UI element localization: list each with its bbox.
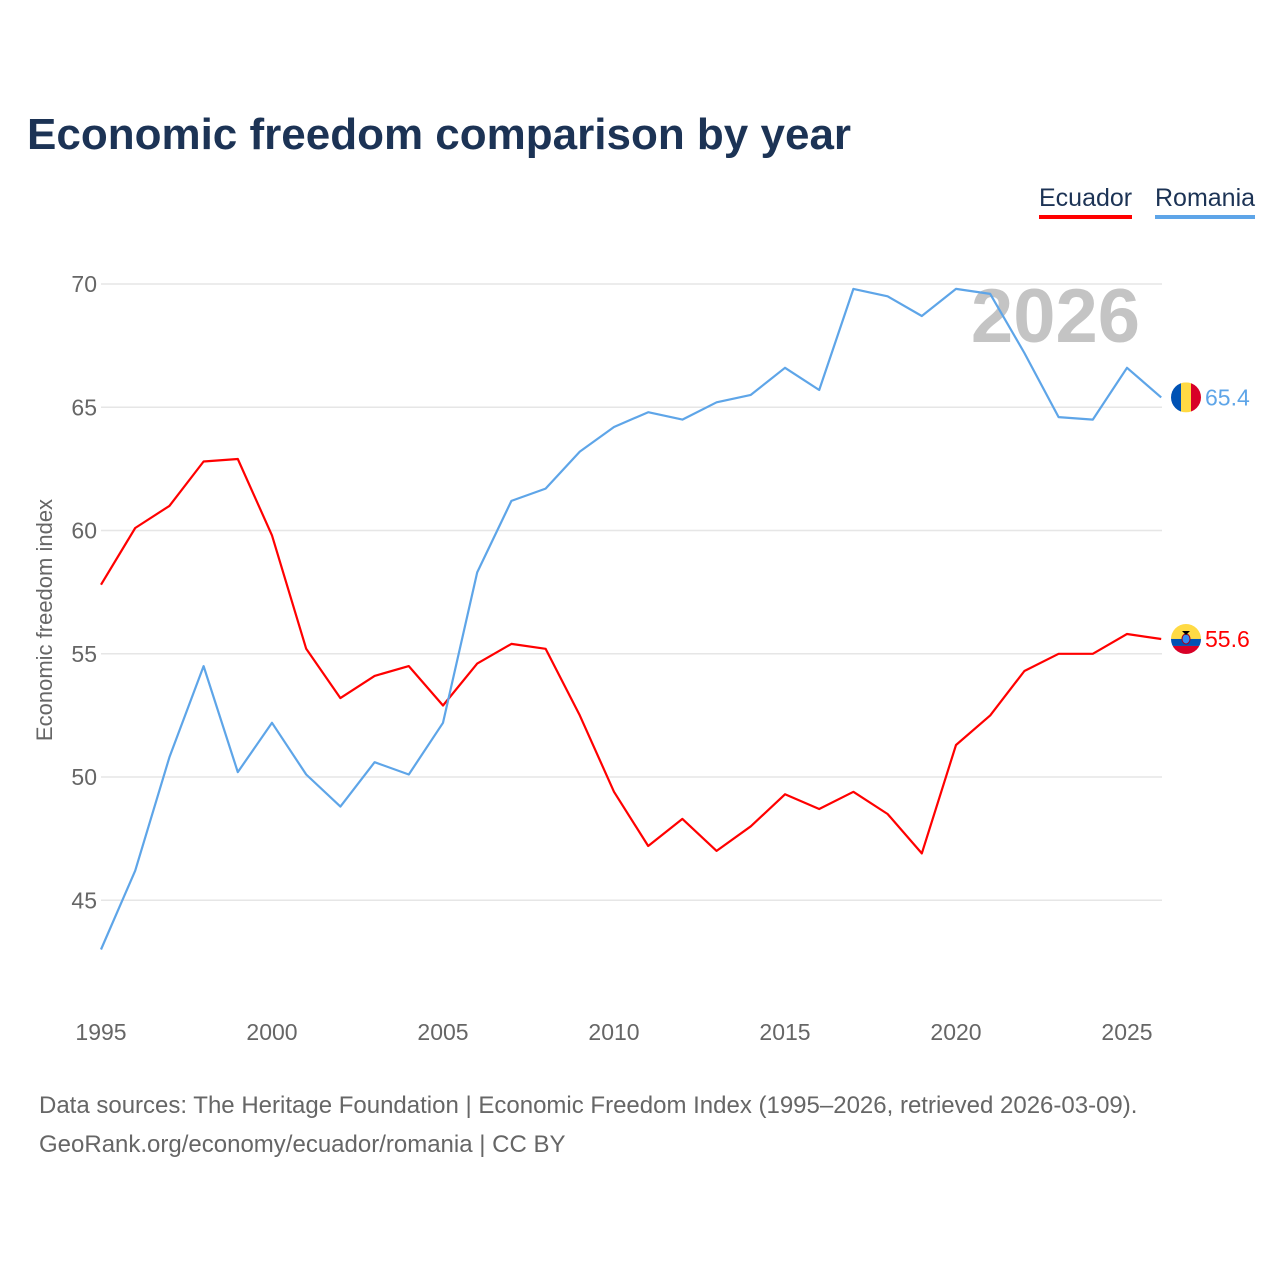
x-tick-label: 2010	[588, 1019, 639, 1045]
y-tick-label: 50	[71, 764, 97, 790]
end-value-label-romania: 65.4	[1205, 384, 1250, 410]
x-tick-label: 2005	[417, 1019, 468, 1045]
series-line-romania	[99, 287, 1162, 950]
end-value-label-ecuador: 55.6	[1205, 626, 1250, 652]
y-tick-label: 45	[71, 887, 97, 913]
x-tick-label: 1995	[75, 1019, 126, 1045]
y-tick-label: 65	[71, 394, 97, 420]
y-tick-label: 60	[71, 518, 97, 544]
x-tick-label: 2025	[1101, 1019, 1152, 1045]
year-watermark: 2026	[971, 274, 1140, 359]
source-line-2: GeoRank.org/economy/ecuador/romania | CC…	[39, 1131, 566, 1158]
y-axis-label: Economic freedom index	[32, 499, 57, 741]
source-line-1: Data sources: The Heritage Foundation | …	[39, 1092, 1138, 1119]
y-tick-label: 55	[71, 641, 97, 667]
x-tick-label: 2020	[930, 1019, 981, 1045]
y-tick-label: 70	[71, 271, 97, 297]
legend-ecuador[interactable]: Ecuador	[1039, 184, 1133, 219]
flag-ecuador-icon	[1171, 623, 1201, 654]
source-note: Data sources: The Heritage Foundation | …	[39, 1086, 1137, 1164]
series-line-ecuador	[100, 457, 1162, 855]
x-tick-label: 2015	[759, 1019, 810, 1045]
x-tick-label: 2000	[246, 1019, 297, 1045]
flag-romania-icon	[1171, 382, 1201, 413]
chart-title: Economic freedom comparison by year	[27, 110, 852, 159]
legend-romania[interactable]: Romania	[1155, 184, 1256, 219]
